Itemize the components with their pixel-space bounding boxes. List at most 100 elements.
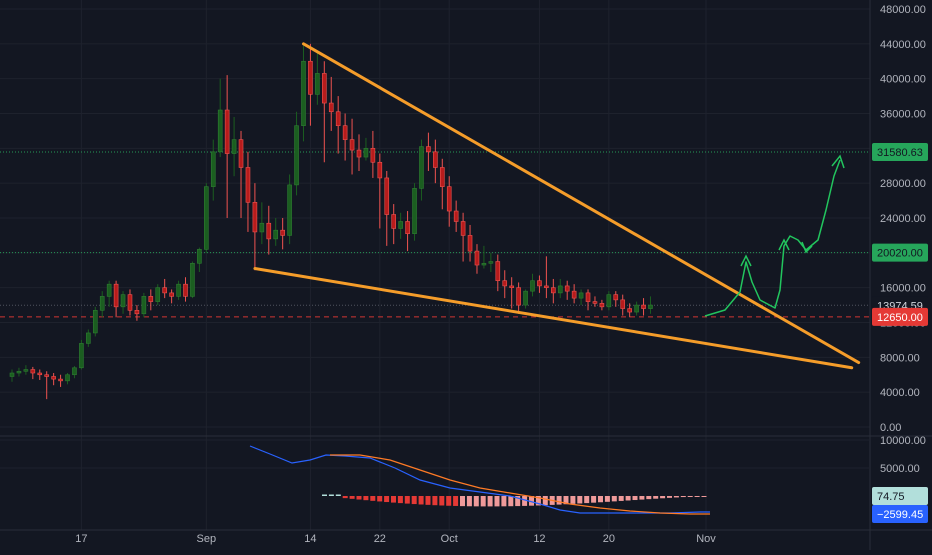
candle[interactable]: [599, 299, 605, 311]
candle[interactable]: [294, 111, 299, 196]
trendline-upper[interactable]: [301, 42, 861, 365]
candle[interactable]: [467, 224, 473, 262]
candle[interactable]: [592, 296, 598, 307]
candle[interactable]: [273, 218, 279, 246]
candle[interactable]: [44, 371, 50, 400]
candle[interactable]: [23, 365, 29, 375]
candle[interactable]: [106, 280, 112, 307]
candle[interactable]: [363, 137, 369, 161]
candle[interactable]: [141, 292, 147, 318]
candle[interactable]: [474, 244, 480, 274]
candle[interactable]: [377, 153, 383, 229]
candle[interactable]: [210, 139, 216, 201]
candle[interactable]: [120, 291, 126, 314]
candle[interactable]: [523, 289, 528, 309]
candle[interactable]: [419, 139, 424, 201]
candle[interactable]: [502, 270, 508, 299]
candle[interactable]: [86, 329, 91, 347]
candle[interactable]: [315, 52, 320, 105]
candle[interactable]: [481, 245, 487, 269]
candle[interactable]: [412, 183, 417, 241]
candle[interactable]: [509, 277, 514, 309]
candle[interactable]: [266, 205, 272, 255]
candle[interactable]: [335, 96, 341, 154]
candle[interactable]: [224, 75, 230, 218]
candle[interactable]: [287, 174, 292, 245]
candle[interactable]: [204, 183, 209, 253]
candle[interactable]: [134, 305, 140, 321]
candle[interactable]: [183, 277, 188, 302]
candle[interactable]: [641, 298, 646, 316]
candle[interactable]: [384, 170, 390, 246]
candle[interactable]: [65, 373, 70, 385]
candle[interactable]: [349, 118, 355, 175]
candle[interactable]: [578, 289, 584, 306]
candle[interactable]: [92, 306, 98, 337]
candle[interactable]: [51, 373, 56, 386]
candle[interactable]: [245, 151, 251, 232]
candle[interactable]: [433, 139, 438, 184]
candle[interactable]: [398, 212, 403, 239]
candle[interactable]: [169, 289, 174, 304]
candle[interactable]: [613, 291, 619, 307]
candle[interactable]: [308, 43, 313, 126]
candle[interactable]: [16, 367, 22, 377]
candle[interactable]: [190, 261, 195, 299]
candle[interactable]: [113, 280, 119, 318]
time-axis[interactable]: 17 Sep 14 22 Oct 12 20 Nov: [75, 533, 716, 545]
candle[interactable]: [571, 284, 577, 304]
candle[interactable]: [301, 45, 306, 142]
candle[interactable]: [634, 301, 639, 316]
candle[interactable]: [148, 289, 154, 311]
candle[interactable]: [439, 158, 445, 210]
candle[interactable]: [557, 278, 563, 299]
candle[interactable]: [551, 278, 556, 304]
candle[interactable]: [495, 254, 501, 292]
candle[interactable]: [516, 282, 521, 314]
candle[interactable]: [79, 339, 84, 370]
trendline-lower[interactable]: [253, 267, 854, 370]
candle[interactable]: [162, 278, 167, 299]
candle[interactable]: [648, 296, 653, 314]
candle[interactable]: [488, 252, 494, 272]
candle[interactable]: [176, 280, 181, 300]
candle[interactable]: [620, 294, 626, 316]
macd-pane[interactable]: 10000.00 5000.00 74.75 −2599.45: [0, 435, 928, 523]
candle[interactable]: [99, 291, 105, 318]
candle[interactable]: [252, 183, 258, 271]
candle[interactable]: [537, 275, 542, 293]
candle[interactable]: [238, 130, 244, 218]
candle[interactable]: [446, 176, 452, 227]
candle[interactable]: [328, 76, 334, 131]
candle[interactable]: [356, 134, 362, 171]
candle[interactable]: [370, 130, 376, 178]
candle[interactable]: [585, 289, 591, 311]
candle[interactable]: [231, 116, 237, 177]
candle[interactable]: [72, 366, 77, 379]
candle[interactable]: [259, 202, 265, 245]
candle[interactable]: [321, 61, 327, 163]
candle[interactable]: [342, 113, 348, 161]
candle[interactable]: [217, 78, 223, 158]
candle[interactable]: [426, 132, 431, 171]
candle[interactable]: [280, 218, 285, 250]
projection-path[interactable]: [704, 154, 845, 317]
candle[interactable]: [453, 200, 459, 232]
candle[interactable]: [58, 374, 63, 387]
candle[interactable]: [460, 212, 466, 262]
candle[interactable]: [391, 204, 397, 245]
candle[interactable]: [627, 303, 632, 318]
candle[interactable]: [606, 291, 612, 311]
candle[interactable]: [9, 369, 15, 382]
candle[interactable]: [544, 256, 549, 299]
candle[interactable]: [155, 284, 161, 306]
candle[interactable]: [30, 366, 36, 380]
candle[interactable]: [405, 211, 410, 252]
candle[interactable]: [197, 247, 202, 272]
candle[interactable]: [127, 289, 133, 316]
candle[interactable]: [530, 273, 535, 297]
candle[interactable]: [564, 280, 570, 300]
candle[interactable]: [37, 369, 43, 380]
